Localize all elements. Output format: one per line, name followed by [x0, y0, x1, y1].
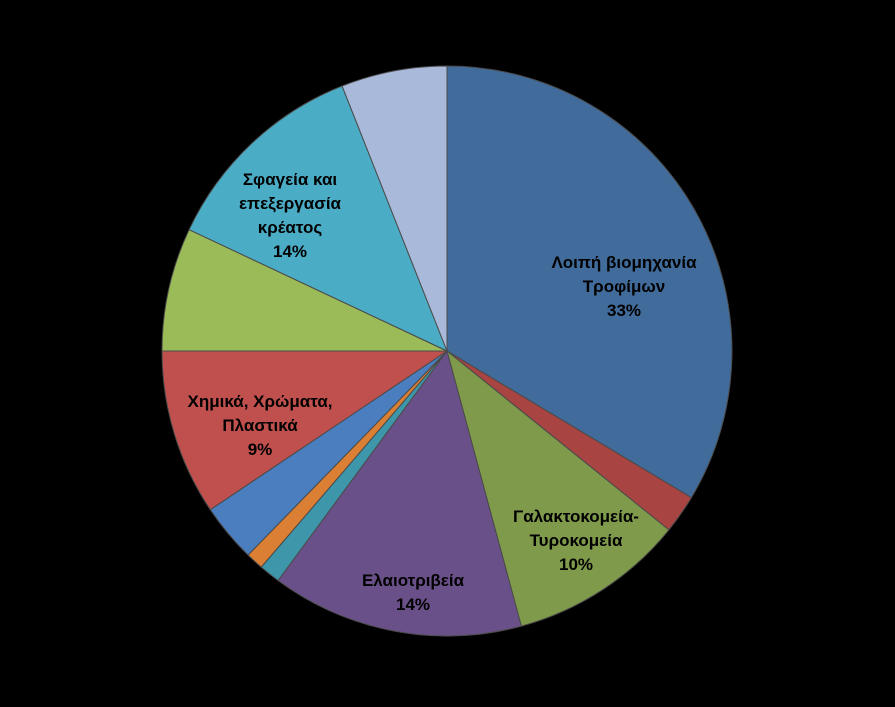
slice-label-line: Λοιπή βιομηχανία	[551, 253, 697, 272]
slice-percent-label: 10%	[559, 555, 593, 574]
slice-label-line: Σφαγεία και	[243, 170, 338, 189]
slice-label-line: κρέατος	[258, 218, 323, 237]
slice-label-2: Γαλακτοκομεία- Τυροκομεία 10%	[513, 507, 639, 574]
pie-slice-2	[446, 349, 670, 627]
labels-layer: Λοιπή βιομηχανία Τροφίμων 33% Γαλακτοκομεία…	[187, 170, 697, 614]
pie-slice-9	[188, 85, 448, 352]
slice-percent-label: 9%	[248, 440, 273, 459]
slice-label-line: Τροφίμων	[583, 277, 665, 296]
pie-slice-10	[341, 65, 448, 352]
slice-label-line: Χημικά, Χρώματα,	[187, 392, 332, 411]
slice-label-line: Πλαστικά	[222, 416, 298, 435]
slice-percent-label: 14%	[273, 242, 307, 261]
slice-label-9: Σφαγεία και επεξεργασία κρέατος 14%	[239, 170, 342, 261]
pie-slice-3	[277, 349, 522, 637]
slice-label-0: Λοιπή βιομηχανία Τροφίμων 33%	[551, 253, 697, 320]
slice-percent-label: 33%	[607, 301, 641, 320]
slice-label-line: επεξεργασία	[239, 194, 342, 213]
slices-layer	[161, 65, 733, 637]
slice-label-7: Χημικά, Χρώματα, Πλαστικά 9%	[187, 392, 332, 459]
pie-slice-7	[161, 350, 449, 511]
pie-slice-8	[161, 228, 448, 352]
slice-label-line: Γαλακτοκομεία-	[513, 507, 639, 526]
pie-slice-0	[446, 65, 733, 499]
slice-label-line: Τυροκομεία	[530, 531, 623, 550]
slice-percent-label: 14%	[396, 595, 430, 614]
slice-label-3: Ελαιοτριβεία 14%	[362, 571, 465, 614]
slice-label-line: Ελαιοτριβεία	[362, 571, 465, 590]
